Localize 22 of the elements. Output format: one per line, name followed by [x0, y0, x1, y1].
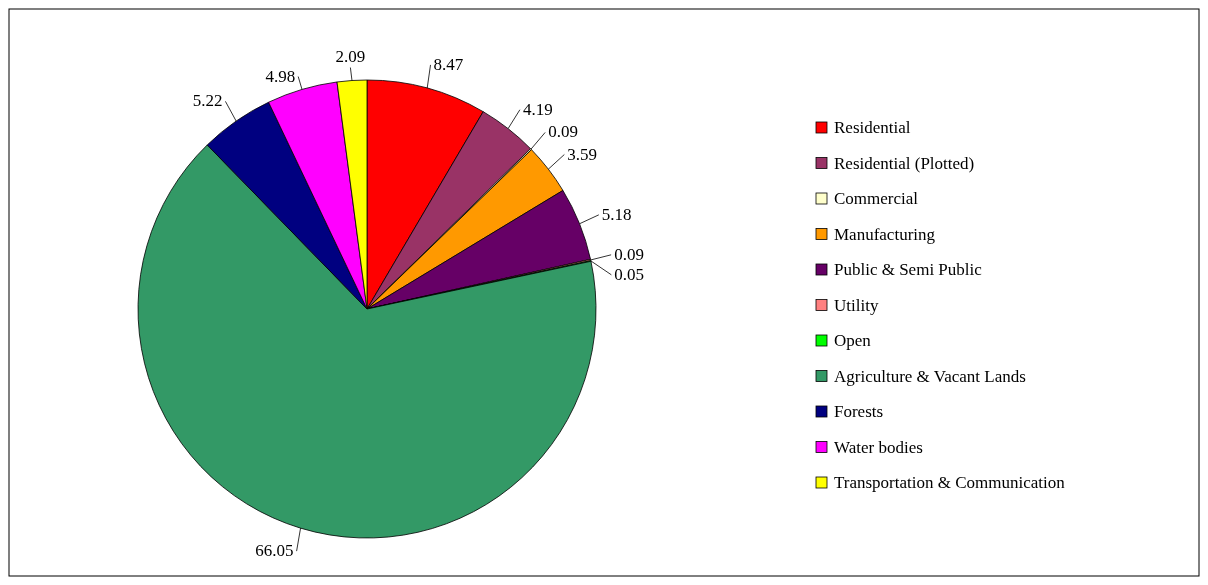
legend-label: Commercial: [834, 189, 919, 208]
data-label: 4.98: [265, 66, 296, 86]
data-label: 2.09: [335, 46, 366, 66]
legend-label: Water bodies: [834, 437, 923, 457]
data-label: 0.05: [614, 264, 645, 284]
legend-label: Manufacturing: [834, 224, 936, 244]
legend-label: Agriculture & Vacant Lands: [834, 366, 1026, 386]
legend-label: Residential: [834, 118, 911, 137]
legend-label: Public & Semi Public: [834, 260, 983, 279]
data-label: 5.22: [192, 91, 223, 111]
data-label: 66.05: [255, 541, 294, 561]
data-label: 4.19: [522, 99, 553, 119]
data-label: 5.18: [601, 204, 632, 224]
data-label: 3.59: [567, 144, 598, 164]
data-label: 8.47: [433, 54, 464, 74]
legend-label: Forests: [834, 402, 884, 421]
data-label: 0.09: [548, 122, 578, 142]
legend-label: Utility: [834, 295, 879, 315]
legend-label: Residential (Plotted): [834, 153, 975, 173]
data-label: 0.09: [614, 244, 644, 264]
legend-label: Transportation & Communication: [834, 473, 1066, 492]
legend-label: Open: [834, 331, 872, 350]
